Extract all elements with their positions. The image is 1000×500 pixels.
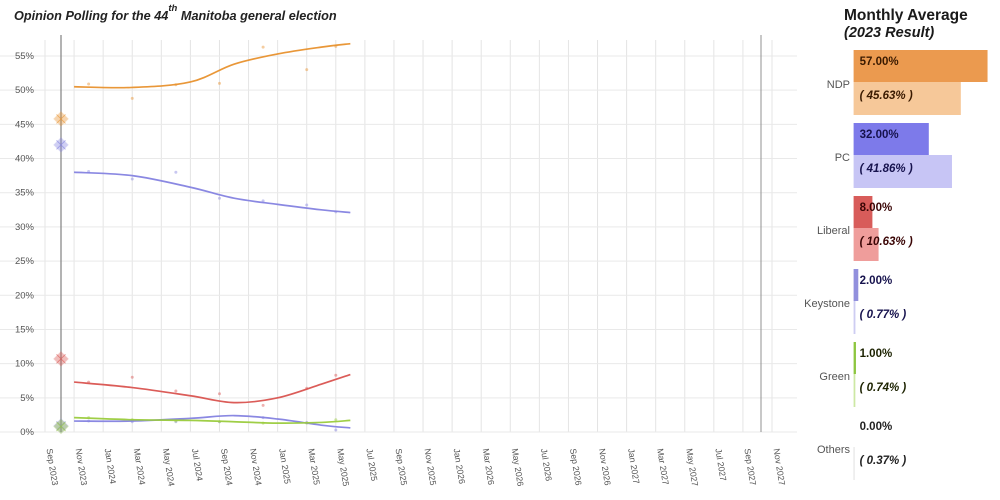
svg-text:Mar 2026: Mar 2026 [481, 448, 497, 486]
svg-text:0%: 0% [20, 427, 34, 438]
svg-text:May 2024: May 2024 [161, 448, 177, 487]
svg-text:30%: 30% [15, 222, 35, 233]
svg-text:Jul 2024: Jul 2024 [190, 448, 205, 482]
svg-text:Nov 2023: Nov 2023 [74, 448, 90, 486]
svg-text:Jan 2026: Jan 2026 [452, 448, 467, 485]
svg-text:Mar 2024: Mar 2024 [132, 448, 148, 486]
svg-text:45%: 45% [15, 119, 35, 130]
svg-text:May 2026: May 2026 [510, 448, 526, 487]
svg-text:Jan 2024: Jan 2024 [103, 448, 118, 485]
svg-text:Jul 2025: Jul 2025 [364, 448, 379, 482]
svg-text:50%: 50% [15, 85, 35, 96]
svg-text:25%: 25% [15, 256, 35, 267]
svg-text:Nov 2027: Nov 2027 [772, 448, 788, 486]
svg-text:Sep 2023: Sep 2023 [45, 448, 61, 486]
svg-text:Mar 2025: Mar 2025 [306, 448, 322, 486]
svg-text:5%: 5% [20, 393, 34, 404]
svg-text:Mar 2027: Mar 2027 [655, 448, 671, 486]
svg-text:Nov 2026: Nov 2026 [597, 448, 613, 486]
svg-text:20%: 20% [15, 290, 35, 301]
svg-text:May 2025: May 2025 [335, 448, 351, 487]
svg-text:55%: 55% [15, 51, 35, 62]
svg-text:Jul 2027: Jul 2027 [713, 448, 728, 482]
svg-text:35%: 35% [15, 188, 35, 199]
svg-text:Sep 2027: Sep 2027 [742, 448, 758, 486]
svg-text:15%: 15% [15, 324, 35, 335]
svg-text:10%: 10% [15, 359, 35, 370]
svg-text:Nov 2024: Nov 2024 [248, 448, 264, 486]
svg-text:Sep 2025: Sep 2025 [393, 448, 409, 486]
svg-text:Sep 2026: Sep 2026 [568, 448, 584, 486]
svg-text:Sep 2024: Sep 2024 [219, 448, 235, 486]
svg-text:Nov 2025: Nov 2025 [423, 448, 439, 486]
svg-text:Jan 2025: Jan 2025 [277, 448, 292, 485]
svg-text:May 2027: May 2027 [684, 448, 700, 487]
svg-text:Jan 2027: Jan 2027 [626, 448, 641, 485]
svg-text:40%: 40% [15, 154, 35, 165]
svg-text:Jul 2026: Jul 2026 [539, 448, 554, 482]
